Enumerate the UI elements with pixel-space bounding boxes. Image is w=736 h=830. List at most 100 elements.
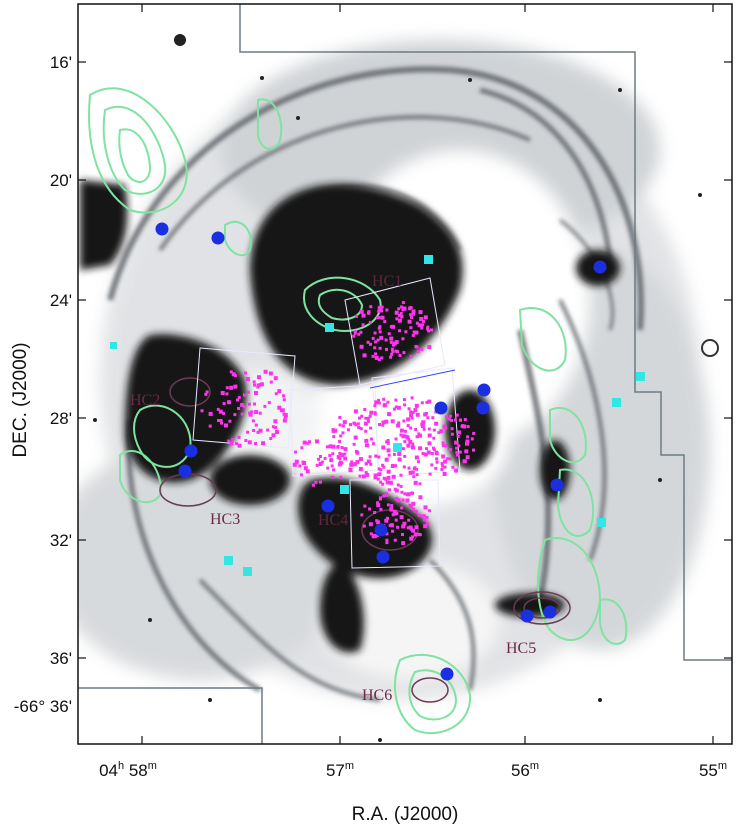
magenta-point xyxy=(397,457,402,462)
magenta-point xyxy=(343,456,348,461)
magenta-point xyxy=(331,475,335,479)
blue-marker xyxy=(211,231,225,245)
magenta-point xyxy=(422,518,426,522)
magenta-point xyxy=(381,423,385,427)
magenta-point xyxy=(237,395,241,399)
magenta-point xyxy=(256,385,260,389)
magenta-point xyxy=(447,417,451,421)
magenta-point xyxy=(374,355,379,360)
magenta-point xyxy=(359,344,364,349)
magenta-point xyxy=(361,313,366,318)
magenta-point xyxy=(366,459,371,464)
magenta-point xyxy=(303,466,308,471)
magenta-point xyxy=(233,384,238,389)
magenta-point xyxy=(247,440,252,445)
magenta-point xyxy=(427,427,431,431)
magenta-point xyxy=(225,392,229,396)
magenta-point xyxy=(227,400,231,404)
magenta-point xyxy=(231,437,235,441)
magenta-point xyxy=(444,444,448,448)
cyan-marker xyxy=(612,398,621,407)
magenta-point xyxy=(400,315,404,319)
magenta-point xyxy=(394,464,398,468)
magenta-point xyxy=(441,444,445,448)
magenta-point xyxy=(363,504,367,508)
magenta-point xyxy=(472,448,475,452)
magenta-point xyxy=(376,501,380,505)
magenta-point xyxy=(412,475,416,479)
magenta-point xyxy=(353,435,358,440)
magenta-point xyxy=(359,309,364,314)
magenta-point xyxy=(376,503,381,508)
magenta-point xyxy=(386,475,391,480)
magenta-point xyxy=(373,346,377,350)
blue-markers xyxy=(155,222,607,681)
magenta-point xyxy=(380,315,385,320)
magenta-point xyxy=(355,450,358,453)
magenta-point xyxy=(403,429,407,433)
magenta-point xyxy=(406,443,411,448)
magenta-point xyxy=(294,461,298,465)
magenta-point xyxy=(237,443,242,448)
magenta-point xyxy=(368,455,372,459)
magenta-point xyxy=(427,433,432,438)
magenta-point xyxy=(417,323,422,328)
magenta-point xyxy=(240,412,244,416)
magenta-point xyxy=(363,421,368,426)
magenta-point xyxy=(395,317,399,321)
magenta-point xyxy=(389,340,393,344)
magenta-point xyxy=(374,352,377,356)
magenta-point xyxy=(243,393,246,397)
y-tick-label: 36' xyxy=(50,649,72,668)
magenta-point xyxy=(349,423,352,427)
magenta-point xyxy=(376,338,380,342)
magenta-point xyxy=(373,411,377,415)
magenta-point xyxy=(229,370,233,374)
magenta-point xyxy=(360,513,364,517)
magenta-point xyxy=(273,376,278,381)
magenta-point xyxy=(397,452,402,456)
magenta-point xyxy=(358,457,363,462)
magenta-point xyxy=(401,301,405,305)
magenta-point xyxy=(399,515,404,520)
magenta-point xyxy=(358,474,362,478)
magenta-point xyxy=(283,414,288,419)
magenta-point xyxy=(343,452,347,456)
blue-marker xyxy=(477,383,491,397)
magenta-point xyxy=(400,506,404,510)
magenta-point xyxy=(381,420,386,425)
magenta-point xyxy=(458,450,462,454)
magenta-point xyxy=(386,516,389,520)
magenta-point xyxy=(386,469,391,474)
magenta-point xyxy=(409,413,414,418)
magenta-point xyxy=(413,466,417,470)
magenta-point xyxy=(407,466,411,470)
y-tick-label: 28' xyxy=(50,409,72,428)
magenta-point xyxy=(338,423,342,427)
magenta-point xyxy=(401,337,405,341)
magenta-point xyxy=(394,398,398,402)
magenta-point xyxy=(268,371,273,376)
magenta-point xyxy=(425,447,428,451)
magenta-point xyxy=(434,410,438,414)
x-tick-label: 55m xyxy=(699,760,727,780)
magenta-point xyxy=(282,412,286,416)
magenta-point xyxy=(250,410,254,414)
magenta-point xyxy=(411,501,416,506)
magenta-point xyxy=(417,513,421,517)
magenta-point xyxy=(401,524,406,529)
magenta-point xyxy=(415,435,419,439)
background-stars xyxy=(93,34,702,742)
magenta-point xyxy=(423,315,428,320)
magenta-point xyxy=(392,407,396,411)
magenta-point xyxy=(434,421,439,426)
magenta-point xyxy=(338,439,341,443)
magenta-point xyxy=(247,402,251,406)
magenta-point xyxy=(326,466,330,470)
magenta-point xyxy=(398,354,402,357)
magenta-point xyxy=(252,380,256,384)
magenta-point xyxy=(332,435,336,439)
magenta-point xyxy=(292,462,297,467)
magenta-point xyxy=(359,330,363,334)
magenta-point xyxy=(236,398,239,402)
